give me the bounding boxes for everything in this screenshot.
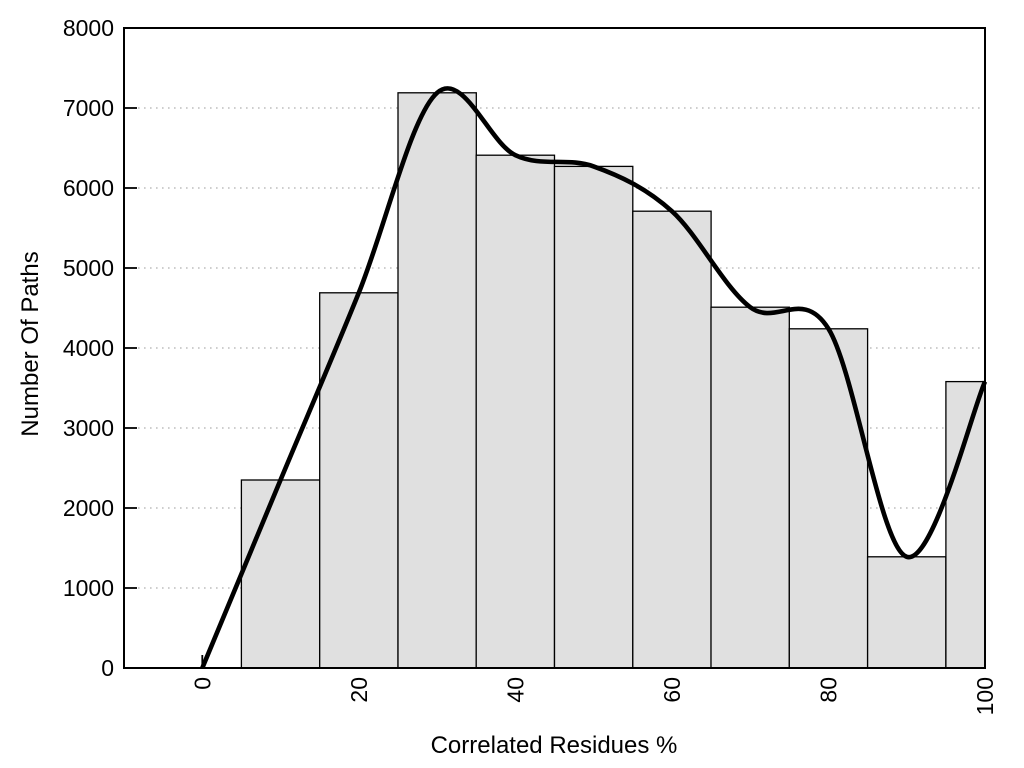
- x-tick-label: 100: [972, 677, 998, 715]
- y-tick-label: 5000: [63, 255, 114, 281]
- histogram-bar: [553, 165, 634, 669]
- histogram-bar: [397, 92, 477, 669]
- y-axis-title: Number Of Paths: [17, 251, 44, 436]
- histogram-bar: [319, 292, 399, 669]
- histogram-bar: [710, 306, 790, 669]
- y-tick-label: 6000: [63, 175, 114, 201]
- bars-layer: [240, 92, 986, 669]
- density-curve: [200, 86, 988, 669]
- x-tick-label: 80: [816, 677, 842, 703]
- histogram-bar: [866, 556, 947, 669]
- histogram-bar: [632, 210, 712, 669]
- x-tick-label: 40: [502, 677, 528, 703]
- y-tick-label: 1000: [63, 575, 114, 601]
- tick-labels-layer: 0 1000 2000 3000 4000 5000 6000 7000 8000 0 20 40 60…: [63, 15, 998, 715]
- histogram-bar: [788, 328, 869, 669]
- y-tick-label: 3000: [63, 415, 114, 441]
- plot-border-layer: [123, 27, 986, 669]
- y-tick-label: 8000: [63, 15, 114, 41]
- x-tick-label: 20: [346, 677, 372, 703]
- x-tick-label: 60: [659, 677, 685, 703]
- histogram-bar: [240, 479, 321, 669]
- curve-layer: [200, 86, 988, 669]
- y-tick-label: 7000: [63, 95, 114, 121]
- histogram-bar: [475, 154, 556, 669]
- x-tick-label: 0: [189, 677, 215, 690]
- x-axis-title: Correlated Residues %: [431, 732, 678, 759]
- y-tick-label: 2000: [63, 495, 114, 521]
- y-tick-label: 0: [101, 655, 114, 681]
- histogram-bar: [945, 380, 986, 669]
- plot-border: [123, 27, 986, 669]
- y-tick-label: 4000: [63, 335, 114, 361]
